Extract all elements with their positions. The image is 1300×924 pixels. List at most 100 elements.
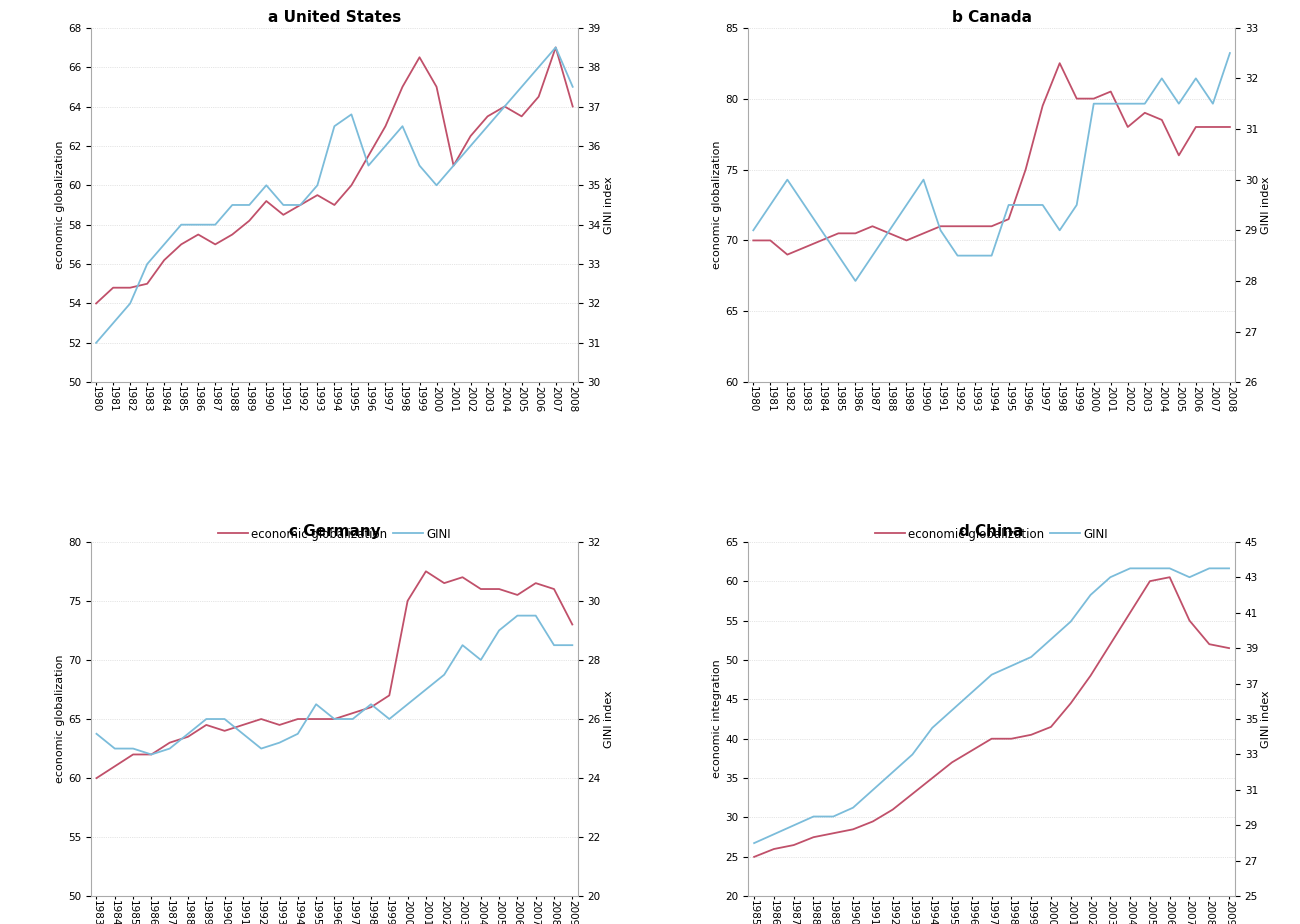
GINI (528, 610, 543, 621)
GINI (272, 737, 287, 748)
GINI (546, 639, 562, 650)
economic globalization (965, 745, 980, 756)
economic globalization (122, 282, 138, 293)
economic globalization (162, 737, 178, 748)
economic globalization (259, 196, 274, 207)
GINI (745, 225, 760, 236)
GINI (1102, 98, 1118, 109)
economic globalization (1171, 150, 1187, 161)
economic globalization (510, 590, 525, 601)
GINI (292, 200, 308, 211)
economic globalization (831, 228, 846, 239)
economic globalization (254, 713, 269, 724)
economic globalization (984, 733, 1000, 744)
Y-axis label: economic globalization: economic globalization (56, 655, 65, 784)
GINI (491, 625, 507, 636)
Line: GINI: GINI (753, 53, 1230, 281)
Y-axis label: GINI index: GINI index (603, 176, 614, 234)
GINI (480, 121, 495, 132)
economic globalization (1043, 722, 1058, 733)
GINI (1043, 634, 1058, 645)
economic globalization (763, 235, 779, 246)
GINI (510, 610, 525, 621)
economic globalization (1205, 121, 1221, 132)
GINI (88, 728, 104, 739)
GINI (429, 180, 445, 191)
economic globalization (967, 221, 983, 232)
economic globalization (181, 731, 196, 742)
GINI (208, 219, 224, 230)
GINI (139, 259, 155, 270)
Line: economic globalization: economic globalization (753, 63, 1230, 255)
Y-axis label: economic integration: economic integration (712, 660, 723, 778)
GINI (564, 639, 580, 650)
GINI (107, 743, 122, 754)
economic globalization (88, 772, 104, 784)
GINI (797, 200, 812, 211)
economic globalization (429, 81, 445, 92)
Title: c Germany: c Germany (289, 524, 381, 540)
economic globalization (1083, 670, 1098, 681)
economic globalization (1182, 615, 1197, 626)
GINI (326, 713, 342, 724)
economic globalization (1086, 93, 1101, 104)
GINI (259, 180, 274, 191)
economic globalization (780, 249, 796, 261)
economic globalization (235, 720, 251, 731)
GINI (381, 713, 396, 724)
GINI (1063, 616, 1079, 627)
economic globalization (1201, 638, 1217, 650)
Legend: economic globalization, GINI: economic globalization, GINI (871, 523, 1113, 545)
economic globalization (786, 840, 802, 851)
Y-axis label: GINI index: GINI index (603, 690, 614, 748)
GINI (924, 723, 940, 734)
GINI (763, 200, 779, 211)
GINI (967, 250, 983, 261)
economic globalization (326, 200, 342, 211)
GINI (905, 749, 920, 760)
GINI (400, 699, 416, 710)
GINI (1035, 200, 1050, 211)
economic globalization (746, 851, 762, 862)
economic globalization (528, 578, 543, 589)
GINI (395, 121, 411, 132)
GINI (360, 160, 376, 171)
GINI (746, 837, 762, 848)
GINI (1102, 572, 1118, 583)
Y-axis label: economic globalization: economic globalization (712, 140, 723, 269)
Y-axis label: GINI index: GINI index (1261, 176, 1271, 234)
GINI (143, 749, 159, 760)
GINI (1222, 47, 1238, 58)
economic globalization (225, 229, 240, 240)
Line: GINI: GINI (754, 568, 1228, 843)
Line: economic globalization: economic globalization (96, 571, 572, 778)
economic globalization (915, 228, 931, 239)
Line: economic globalization: economic globalization (754, 578, 1228, 857)
GINI (864, 250, 880, 261)
GINI (1188, 73, 1204, 84)
economic globalization (360, 151, 376, 162)
economic globalization (473, 583, 489, 594)
economic globalization (1063, 698, 1079, 709)
economic globalization (419, 565, 434, 577)
GINI (173, 219, 188, 230)
GINI (944, 705, 959, 716)
GINI (965, 687, 980, 698)
economic globalization (898, 235, 914, 246)
economic globalization (463, 130, 478, 141)
economic globalization (814, 235, 829, 246)
economic globalization (924, 772, 940, 784)
GINI (225, 200, 240, 211)
economic globalization (290, 713, 305, 724)
Line: economic globalization: economic globalization (96, 47, 573, 303)
Title: a United States: a United States (268, 10, 400, 25)
Legend: economic globalization, GINI: economic globalization, GINI (213, 523, 455, 545)
GINI (514, 81, 529, 92)
economic globalization (514, 111, 529, 122)
economic globalization (139, 278, 155, 289)
GINI (1121, 98, 1136, 109)
GINI (326, 121, 342, 132)
economic globalization (1188, 121, 1204, 132)
economic globalization (272, 720, 287, 731)
economic globalization (173, 238, 188, 249)
